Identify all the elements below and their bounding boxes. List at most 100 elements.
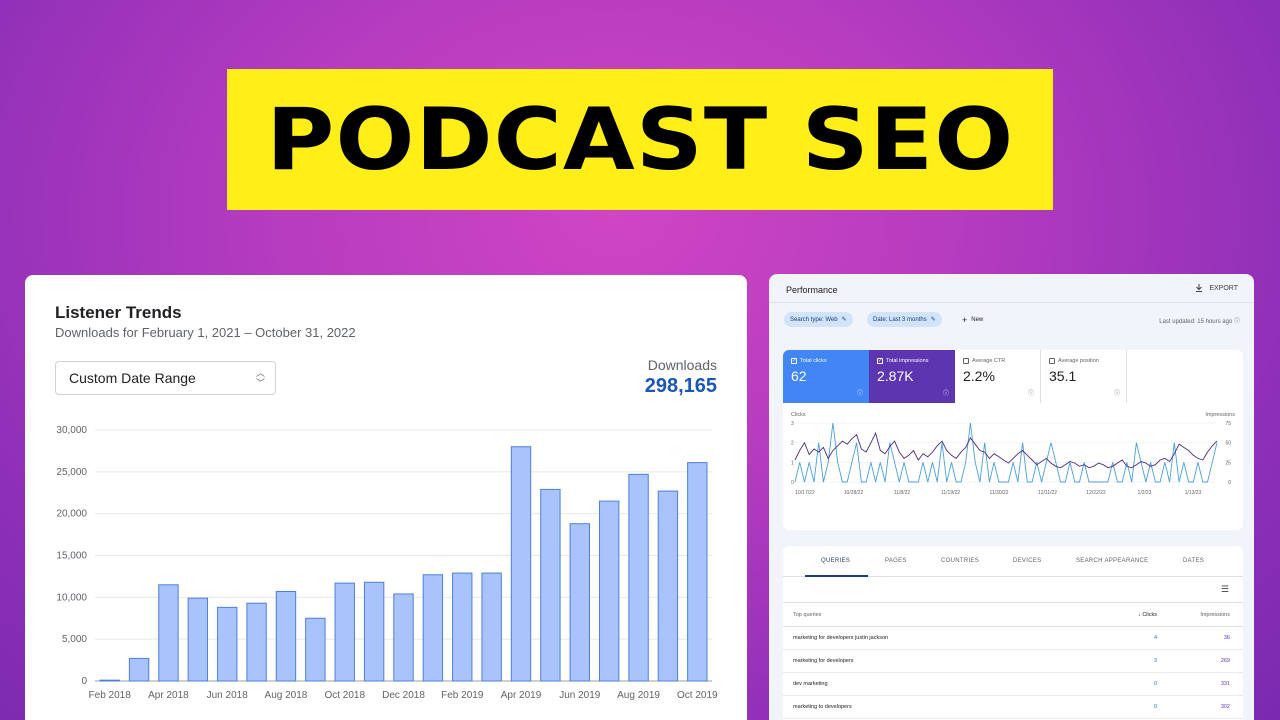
queries-table-panel: QUERIES PAGES COUNTRIES DEVICES SEARCH A… <box>783 546 1243 720</box>
table-row[interactable]: marketing for developers justin jackson … <box>783 627 1243 650</box>
clicks-cell: 3 <box>1153 658 1157 664</box>
checkbox-icon <box>1049 358 1055 364</box>
x-tick-label: 12/22/22 <box>1086 490 1106 496</box>
table-header: Top queries ↓ Clicks Impressions <box>783 602 1243 627</box>
export-button[interactable]: EXPORT <box>1195 284 1238 292</box>
performance-line-chart: Clicks Impressions 0 0 1 25 2 50 3 75 10/17/22 10/2… <box>791 412 1235 496</box>
search-type-label: Search type: Web <box>790 316 838 323</box>
performance-chart-panel: ✓ Total clicks 62 ⓘ ✓ Total impressions 2.… <box>783 350 1243 530</box>
header-divider <box>769 302 1254 303</box>
x-tick-label: Jun 2018 <box>207 690 249 701</box>
y-tick-label: 20,000 <box>56 509 87 520</box>
right-tick-label: 50 <box>1225 441 1231 447</box>
help-icon: ⓘ <box>856 391 863 397</box>
x-tick-label: Apr 2019 <box>501 690 542 701</box>
active-tab-indicator <box>805 575 868 577</box>
table-row[interactable]: marketing to developers 0 302 <box>783 696 1243 719</box>
metric-value: 2.87K <box>877 368 914 384</box>
right-axis-label: Impressions <box>1205 412 1235 418</box>
headline-banner: PODCAST SEO <box>227 69 1053 210</box>
left-tick-label: 1 <box>791 460 794 466</box>
x-tick-label: Jun 2019 <box>559 690 601 701</box>
bar <box>540 488 561 682</box>
tab-queries[interactable]: QUERIES <box>821 558 851 564</box>
impressions-series-line <box>794 431 1218 469</box>
bar <box>628 473 649 682</box>
new-filter-button[interactable]: + New <box>962 312 983 327</box>
metric-total-impressions[interactable]: ✓ Total impressions 2.87K ⓘ <box>869 350 955 403</box>
date-range-select[interactable]: Custom Date Range ︿ ﹀ <box>55 361 276 395</box>
bar <box>657 490 679 682</box>
bar <box>217 606 238 682</box>
col-clicks[interactable]: ↓ Clicks <box>1138 612 1157 618</box>
bar <box>187 597 209 682</box>
y-tick-label: 15,000 <box>56 551 87 562</box>
x-tick-label: 11/30/22 <box>989 490 1008 496</box>
x-tick-label: Feb 2019 <box>441 690 484 701</box>
checkbox-checked-icon: ✓ <box>877 358 883 364</box>
impressions-cell: 269 <box>1220 658 1230 664</box>
metric-total-clicks[interactable]: ✓ Total clicks 62 ⓘ <box>783 350 869 403</box>
bar <box>246 602 267 682</box>
right-tick-label: 0 <box>1228 480 1231 486</box>
headline-text: PODCAST SEO <box>266 89 1014 190</box>
metric-value: 62 <box>791 368 807 384</box>
metric-average-position[interactable]: Average position 35.1 ⓘ <box>1041 350 1127 403</box>
performance-card: Performance EXPORT Search type: Web ✎ Da… <box>769 274 1254 720</box>
x-tick-label: Apr 2018 <box>148 690 189 701</box>
bar <box>305 617 326 682</box>
metric-label: Average position <box>1058 358 1099 364</box>
tab-search-appearance[interactable]: SEARCH APPEARANCE <box>1076 558 1149 564</box>
impressions-cell: 36 <box>1223 635 1230 641</box>
bar <box>128 657 150 682</box>
bar <box>569 523 590 682</box>
bar <box>687 462 708 682</box>
query-cell: marketing to developers <box>793 704 852 710</box>
col-impressions[interactable]: Impressions <box>1200 612 1230 618</box>
tab-pages[interactable]: PAGES <box>885 558 907 564</box>
tab-countries[interactable]: COUNTRIES <box>941 558 980 564</box>
tab-dates[interactable]: DATES <box>1183 558 1205 564</box>
downloads-label: Downloads <box>647 357 717 373</box>
bar <box>334 582 355 682</box>
x-tick-label: 1/2/23 <box>1138 490 1152 496</box>
x-tick-label: 12/11/22 <box>1038 490 1057 496</box>
plus-icon: + <box>962 314 968 325</box>
x-tick-label: Dec 2018 <box>382 690 425 701</box>
left-tick-label: 0 <box>791 480 794 486</box>
help-icon: ⓘ <box>1233 319 1240 325</box>
checkbox-icon <box>963 358 969 364</box>
new-filter-label: New <box>971 316 984 323</box>
x-tick-label: 11/19/22 <box>941 490 960 496</box>
col-top-queries[interactable]: Top queries <box>793 612 822 618</box>
metric-label: Average CTR <box>972 358 1006 364</box>
filter-icon[interactable]: ☰ <box>1220 584 1229 594</box>
bar <box>481 572 502 682</box>
y-tick-label: 5,000 <box>62 634 87 645</box>
table-row[interactable]: dev marketing 0 331 <box>783 673 1243 696</box>
metric-average-ctr[interactable]: Average CTR 2.2% ⓘ <box>955 350 1041 403</box>
x-tick-label: 1/13/23 <box>1185 490 1202 496</box>
listener-trends-chart: 0 5,000 10,000 15,000 20,000 25,000 30,000 Feb … <box>56 425 718 701</box>
left-tick-label: 3 <box>791 421 794 427</box>
bar <box>598 500 620 682</box>
impressions-cell: 331 <box>1220 681 1230 687</box>
y-tick-label: 30,000 <box>56 425 87 436</box>
date-filter-chip[interactable]: Date: Last 3 months ✎ <box>867 312 942 327</box>
last-updated-text: Last updated: 15 hours ago <box>1159 319 1233 325</box>
bar <box>363 581 385 682</box>
export-label: EXPORT <box>1209 284 1238 292</box>
metric-value: 35.1 <box>1049 368 1077 384</box>
checkbox-checked-icon: ✓ <box>791 358 797 364</box>
listener-trends-title: Listener Trends <box>55 303 182 322</box>
bar <box>393 593 414 682</box>
tab-devices[interactable]: DEVICES <box>1013 558 1042 564</box>
search-type-chip[interactable]: Search type: Web ✎ <box>784 312 853 327</box>
query-cell: dev marketing <box>793 681 828 687</box>
x-tick-label: Feb 2018 <box>89 690 132 701</box>
metric-label: Total impressions <box>886 358 929 364</box>
table-row[interactable]: marketing for developers 3 269 <box>783 650 1243 673</box>
help-icon: ⓘ <box>942 391 949 397</box>
performance-title: Performance <box>786 285 838 295</box>
col-clicks-label: Clicks <box>1142 612 1157 618</box>
